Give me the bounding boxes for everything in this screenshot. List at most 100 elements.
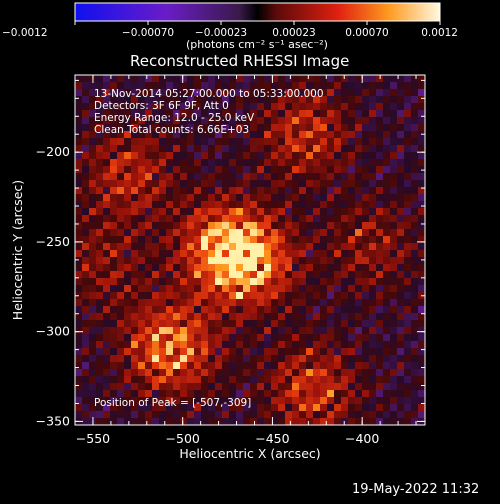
heatmap-cell [250,187,257,194]
heatmap-cell [390,320,397,327]
heatmap-cell [411,159,418,166]
heatmap-cell [299,145,306,152]
heatmap-cell [404,138,411,145]
heatmap-cell [299,250,306,257]
heatmap-cell [327,124,334,131]
heatmap-cell [369,376,376,383]
heatmap-cell [320,229,327,236]
heatmap-cell [159,131,166,138]
heatmap-cell [145,355,152,362]
heatmap-cell [376,250,383,257]
heatmap-cell [180,152,187,159]
heatmap-cell [82,173,89,180]
heatmap-cell [292,82,299,89]
heatmap-cell [327,404,334,411]
heatmap-cell [348,243,355,250]
heatmap-cell [369,369,376,376]
heatmap-cell [103,173,110,180]
heatmap-cell [236,299,243,306]
heatmap-cell [369,362,376,369]
heatmap-cell [404,89,411,96]
heatmap-cell [250,397,257,404]
heatmap-cell [299,152,306,159]
heatmap-cell [187,397,194,404]
heatmap-cell [96,362,103,369]
heatmap-cell [383,404,390,411]
heatmap-cell [243,138,250,145]
heatmap-cell [208,152,215,159]
heatmap-cell [264,306,271,313]
heatmap-cell [313,243,320,250]
heatmap-cell [299,180,306,187]
heatmap-cell [180,285,187,292]
heatmap-cell [383,376,390,383]
heatmap-cell [159,306,166,313]
heatmap-cell [404,82,411,89]
heatmap-cell [201,292,208,299]
heatmap-cell [341,327,348,334]
heatmap-cell [250,376,257,383]
heatmap-cell [187,362,194,369]
heatmap-cell [222,201,229,208]
heatmap-cell [124,117,131,124]
heatmap-cell [278,131,285,138]
heatmap-cell [215,278,222,285]
heatmap-cell [131,194,138,201]
heatmap-cell [180,124,187,131]
heatmap-cell [390,75,397,82]
heatmap-cell [187,341,194,348]
heatmap-cell [257,166,264,173]
heatmap-cell [313,173,320,180]
heatmap-cell [271,201,278,208]
heatmap-cell [390,208,397,215]
heatmap-cell [82,124,89,131]
heatmap-cell [208,306,215,313]
heatmap-cell [348,89,355,96]
heatmap-cell [250,236,257,243]
heatmap-cell [208,362,215,369]
heatmap-cell [117,404,124,411]
heatmap-cell [201,271,208,278]
heatmap-cell [418,320,425,327]
heatmap-cell [250,278,257,285]
heatmap-cell [131,348,138,355]
heatmap-cell [187,117,194,124]
heatmap-cell [75,96,82,103]
heatmap-cell [369,411,376,418]
heatmap-cell [173,292,180,299]
heatmap-cell [292,327,299,334]
heatmap-cell [152,369,159,376]
heatmap-cell [327,180,334,187]
heatmap-cell [257,236,264,243]
heatmap-cell [117,271,124,278]
heatmap-cell [180,145,187,152]
heatmap-cell [257,187,264,194]
heatmap-cell [264,82,271,89]
heatmap-cell [383,397,390,404]
heatmap-cell [187,222,194,229]
heatmap-cell [285,334,292,341]
heatmap-cell [173,89,180,96]
heatmap-cell [229,180,236,187]
heatmap-cell [201,82,208,89]
heatmap-cell [376,306,383,313]
heatmap-cell [250,159,257,166]
heatmap-cell [110,145,117,152]
heatmap-cell [187,313,194,320]
heatmap-cell [285,404,292,411]
heatmap-cell [397,222,404,229]
heatmap-cell [103,201,110,208]
heatmap-cell [173,194,180,201]
heatmap-cell [138,96,145,103]
heatmap-cell [229,390,236,397]
heatmap-cell [362,215,369,222]
heatmap-cell [278,334,285,341]
heatmap-cell [201,229,208,236]
heatmap-cell [327,82,334,89]
heatmap-cell [166,243,173,250]
heatmap-cell [362,327,369,334]
heatmap-cell [376,103,383,110]
heatmap-cell [103,404,110,411]
heatmap-cell [180,89,187,96]
